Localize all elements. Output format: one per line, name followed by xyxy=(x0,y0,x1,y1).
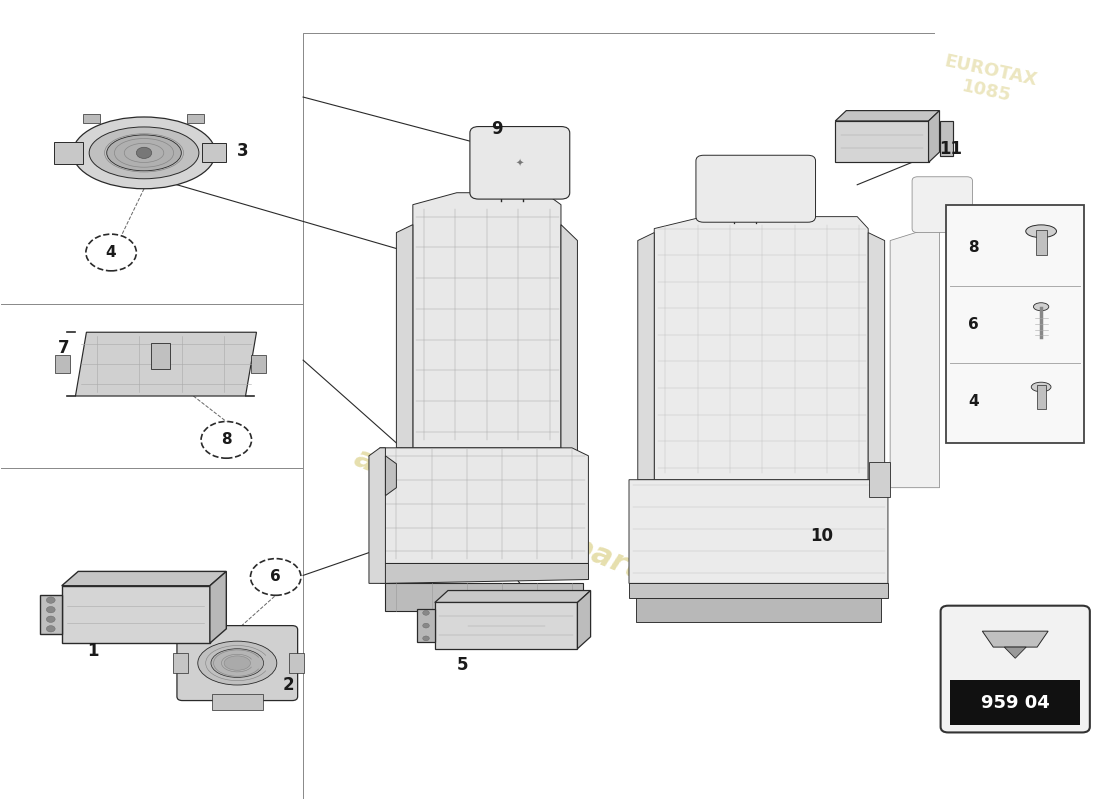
FancyBboxPatch shape xyxy=(177,626,298,701)
Circle shape xyxy=(422,610,429,615)
FancyBboxPatch shape xyxy=(55,355,70,373)
Polygon shape xyxy=(76,332,256,396)
FancyBboxPatch shape xyxy=(1036,386,1045,410)
Polygon shape xyxy=(412,193,561,448)
Polygon shape xyxy=(835,121,928,162)
FancyBboxPatch shape xyxy=(1035,230,1046,255)
Circle shape xyxy=(422,623,429,628)
Polygon shape xyxy=(40,595,62,634)
Polygon shape xyxy=(434,590,591,602)
FancyBboxPatch shape xyxy=(173,653,188,674)
Polygon shape xyxy=(434,602,578,649)
Text: a passion for parts 1085: a passion for parts 1085 xyxy=(350,443,750,627)
Text: 9: 9 xyxy=(492,120,503,138)
Text: 1: 1 xyxy=(87,642,98,660)
Polygon shape xyxy=(62,571,227,586)
Polygon shape xyxy=(636,598,881,622)
Text: 8: 8 xyxy=(221,432,232,447)
Polygon shape xyxy=(939,121,953,156)
Polygon shape xyxy=(654,217,868,480)
Text: 4: 4 xyxy=(968,394,979,409)
Polygon shape xyxy=(835,110,939,121)
Polygon shape xyxy=(396,225,412,448)
Text: 3: 3 xyxy=(236,142,249,160)
Ellipse shape xyxy=(1026,225,1056,238)
Text: 6: 6 xyxy=(968,317,979,332)
Polygon shape xyxy=(629,480,888,583)
Polygon shape xyxy=(928,110,939,162)
Text: 5: 5 xyxy=(456,656,468,674)
Text: 11: 11 xyxy=(939,140,962,158)
Polygon shape xyxy=(578,590,591,649)
Circle shape xyxy=(46,616,55,622)
FancyBboxPatch shape xyxy=(151,343,170,369)
Ellipse shape xyxy=(1033,302,1048,310)
Text: 2: 2 xyxy=(283,676,295,694)
Polygon shape xyxy=(210,571,227,643)
Text: 10: 10 xyxy=(811,526,834,545)
Ellipse shape xyxy=(211,649,264,678)
Circle shape xyxy=(136,147,152,158)
Text: ✦: ✦ xyxy=(515,158,524,168)
Polygon shape xyxy=(890,229,939,488)
FancyBboxPatch shape xyxy=(946,206,1085,443)
Text: EUROTAX
1085: EUROTAX 1085 xyxy=(938,52,1040,110)
Circle shape xyxy=(46,626,55,632)
FancyBboxPatch shape xyxy=(212,694,263,710)
Ellipse shape xyxy=(89,127,199,178)
Ellipse shape xyxy=(198,641,277,685)
Circle shape xyxy=(422,636,429,641)
Polygon shape xyxy=(379,563,588,583)
Polygon shape xyxy=(638,233,654,480)
FancyBboxPatch shape xyxy=(470,126,570,199)
Text: 8: 8 xyxy=(968,240,979,254)
FancyBboxPatch shape xyxy=(696,155,815,222)
FancyBboxPatch shape xyxy=(82,114,100,123)
FancyBboxPatch shape xyxy=(54,142,82,164)
Polygon shape xyxy=(629,583,888,598)
Ellipse shape xyxy=(107,135,182,170)
Polygon shape xyxy=(1004,647,1026,658)
Text: 7: 7 xyxy=(58,339,69,357)
FancyBboxPatch shape xyxy=(869,462,890,498)
FancyBboxPatch shape xyxy=(912,177,972,233)
Polygon shape xyxy=(62,586,210,643)
FancyBboxPatch shape xyxy=(187,114,205,123)
Text: 4: 4 xyxy=(106,245,117,260)
Polygon shape xyxy=(982,631,1048,647)
Polygon shape xyxy=(385,456,396,496)
Circle shape xyxy=(46,597,55,603)
FancyBboxPatch shape xyxy=(950,680,1080,726)
Ellipse shape xyxy=(1031,382,1050,392)
Polygon shape xyxy=(379,448,588,563)
Polygon shape xyxy=(868,233,884,488)
Text: 6: 6 xyxy=(271,570,282,585)
Ellipse shape xyxy=(73,117,216,189)
Circle shape xyxy=(46,606,55,613)
FancyBboxPatch shape xyxy=(289,653,305,674)
FancyBboxPatch shape xyxy=(202,143,227,162)
Polygon shape xyxy=(561,225,578,456)
Ellipse shape xyxy=(224,656,251,670)
FancyBboxPatch shape xyxy=(251,355,266,373)
Polygon shape xyxy=(417,609,434,642)
Text: 959 04: 959 04 xyxy=(981,694,1049,711)
Polygon shape xyxy=(385,583,583,611)
FancyBboxPatch shape xyxy=(940,606,1090,733)
Polygon shape xyxy=(368,448,385,583)
